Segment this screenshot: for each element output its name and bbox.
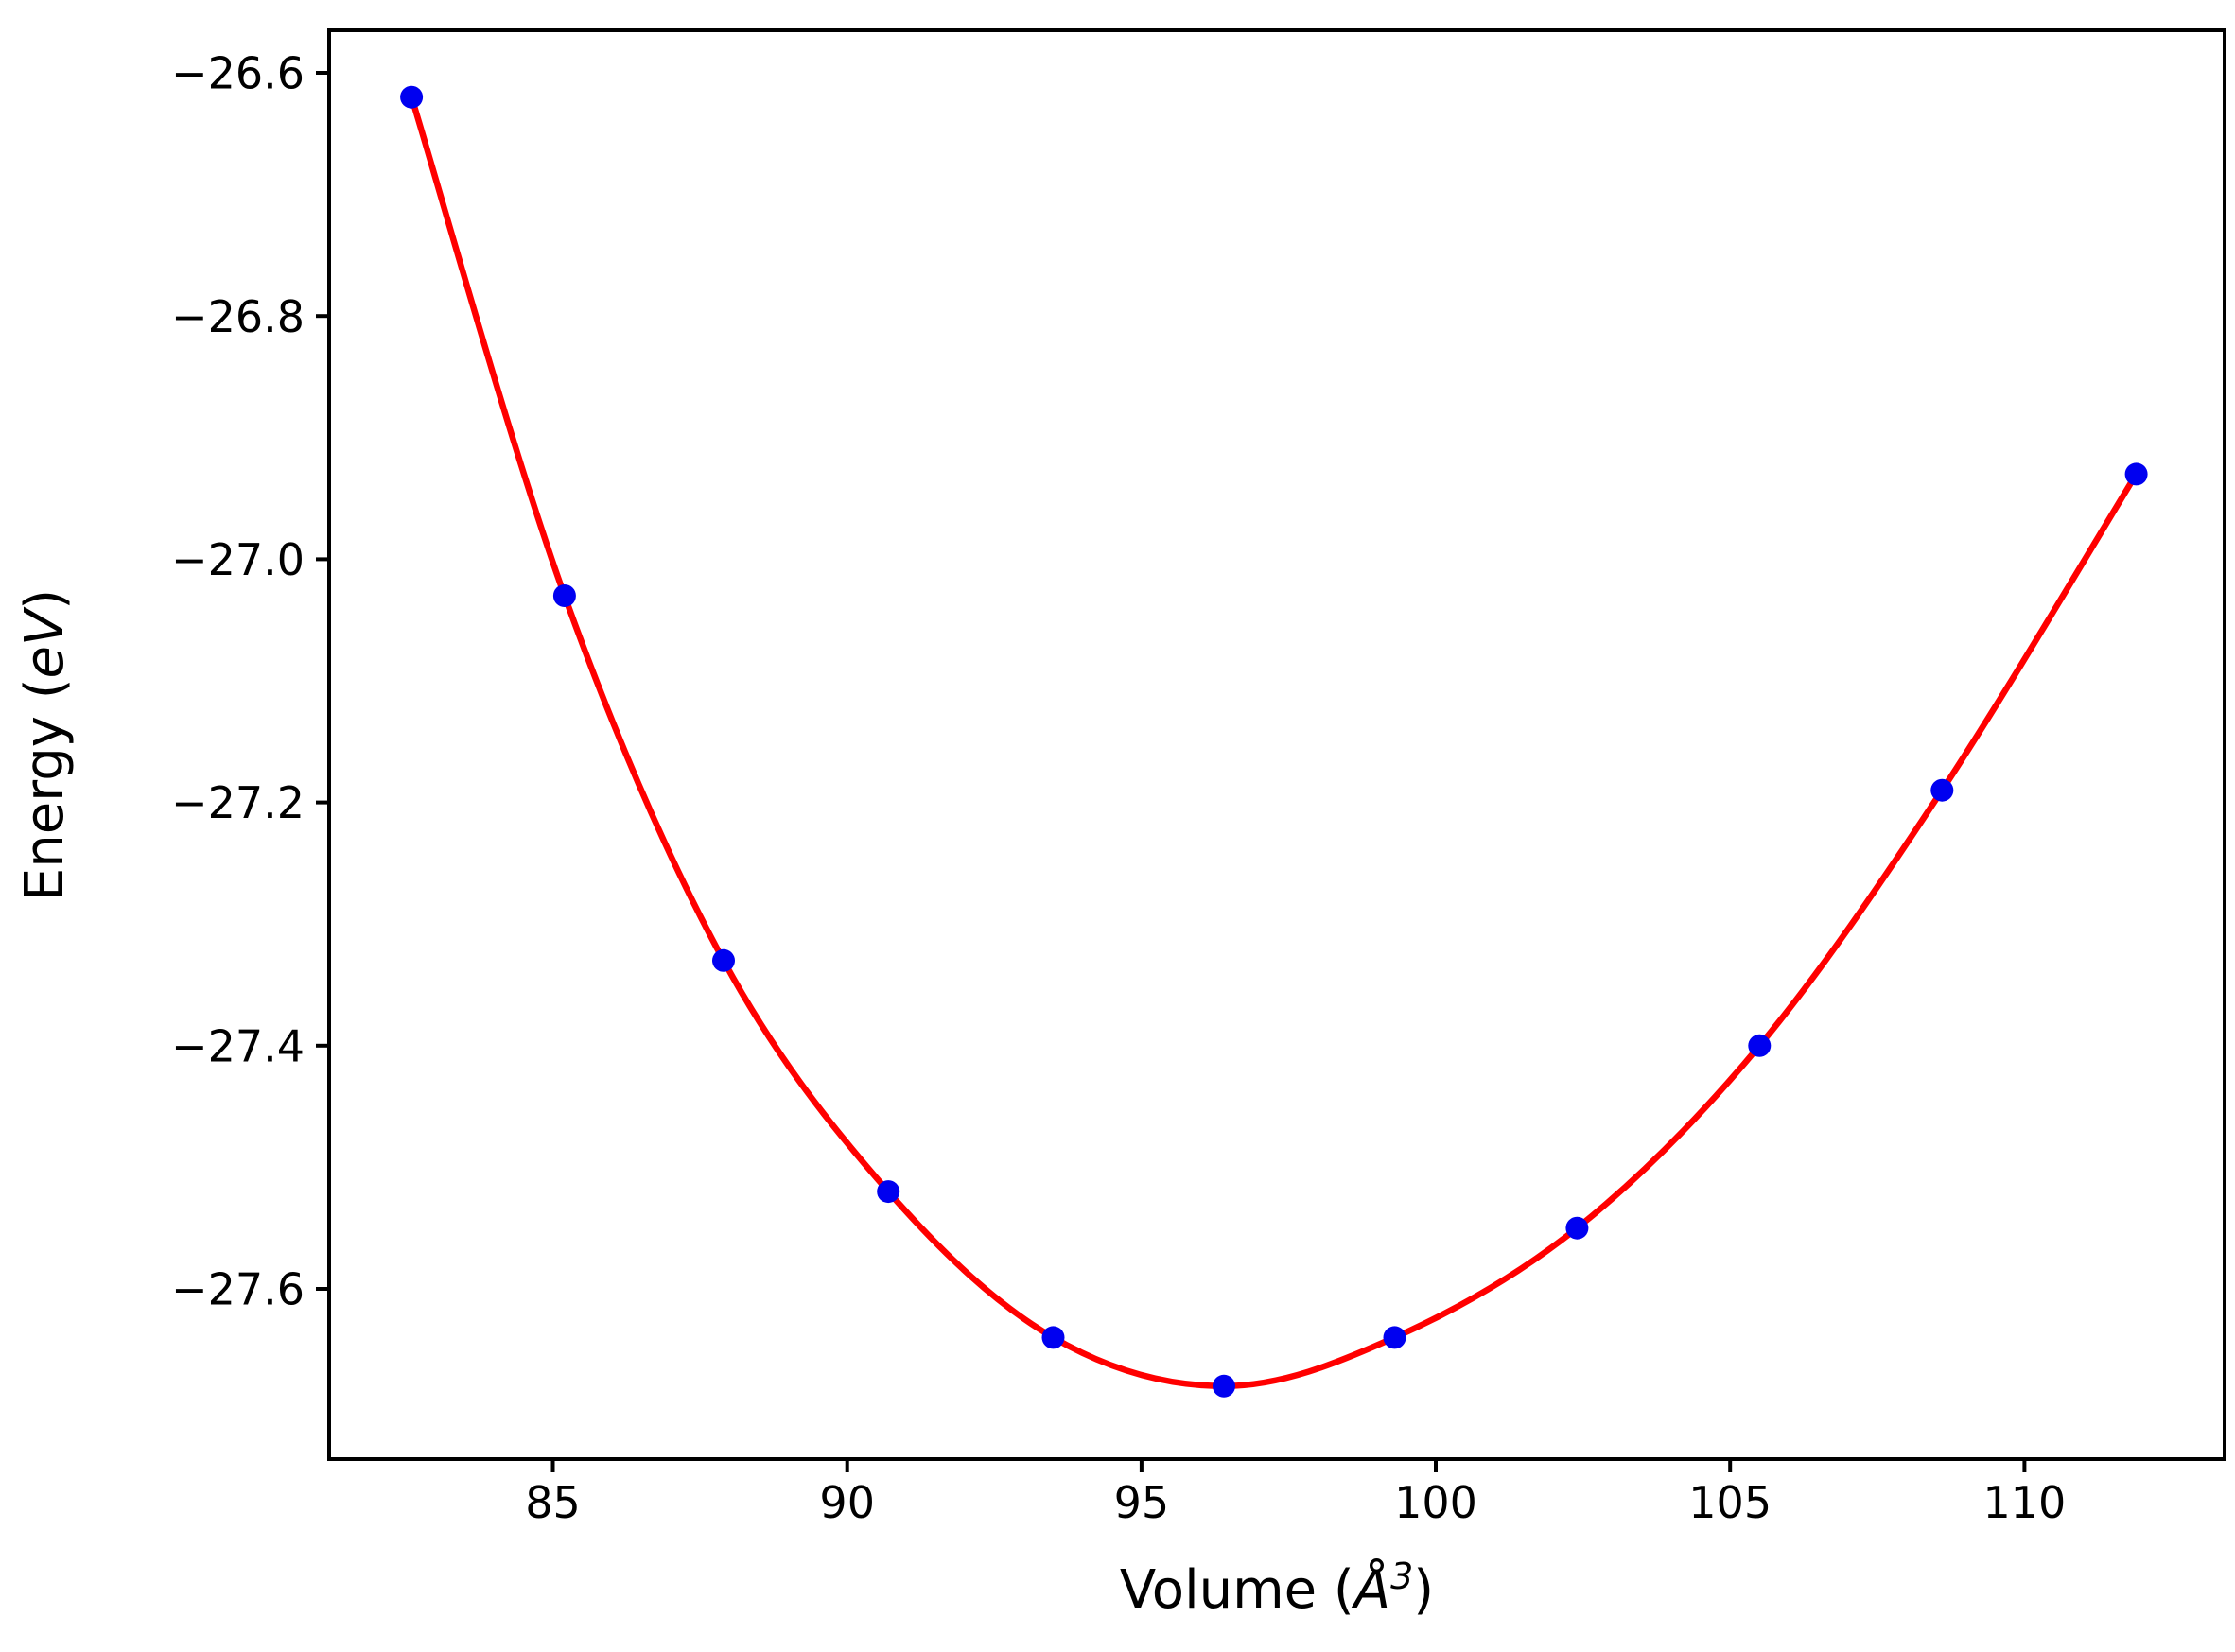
y-tick-label: −27.6 [171, 1264, 305, 1315]
x-tick-label: 90 [819, 1477, 875, 1528]
y-tick-label: −26.6 [171, 48, 305, 99]
x-axis-label: Volume (Å3) [1120, 1556, 1434, 1621]
data-point [552, 584, 576, 607]
data-point [2124, 462, 2148, 486]
x-tick-label: 95 [1114, 1477, 1170, 1528]
data-point [400, 85, 424, 109]
data-point [877, 1180, 900, 1204]
data-point [1565, 1216, 1589, 1240]
y-axis-label: Energy (eV) [14, 589, 76, 901]
y-tick-label: −27.0 [171, 534, 305, 585]
x-tick-label: 110 [1982, 1477, 2066, 1528]
data-point [1383, 1326, 1406, 1349]
y-tick-label: −26.8 [171, 291, 305, 342]
data-point [1748, 1034, 1772, 1057]
plot-box [327, 28, 2226, 1461]
data-point [1041, 1326, 1065, 1349]
fit-curve [408, 94, 2139, 1390]
x-tick-label: 100 [1394, 1477, 1477, 1528]
data-point [712, 948, 735, 972]
data-point [1930, 778, 1954, 802]
data-point [1213, 1374, 1235, 1398]
y-tick-label: −27.4 [171, 1020, 305, 1071]
x-tick-label: 105 [1688, 1477, 1772, 1528]
x-tick-label: 85 [525, 1477, 581, 1528]
y-tick-label: −27.2 [171, 777, 305, 828]
